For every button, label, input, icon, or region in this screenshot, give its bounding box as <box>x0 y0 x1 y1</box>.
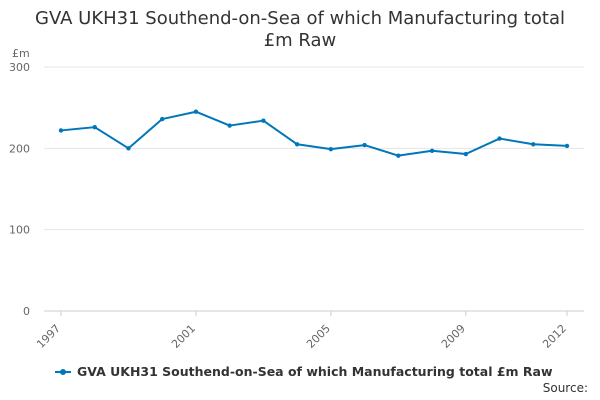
data-point-1999 <box>126 146 131 151</box>
data-point-2002 <box>227 123 232 128</box>
x-tick-label-2001: 2001 <box>169 322 198 351</box>
data-point-2001 <box>193 109 199 114</box>
series-line-0 <box>60 110 568 157</box>
y-axis-ticks: 0 100 200 300 <box>9 61 30 318</box>
chart-title: GVA UKH31 Southend-on-Sea of which Manuf… <box>0 8 600 52</box>
data-point-2007 <box>396 153 401 158</box>
y-tick-label-200: 200 <box>9 142 30 155</box>
y-tick-label-100: 100 <box>9 224 30 237</box>
data-point-2006 <box>362 142 367 148</box>
source-label: Source: <box>542 381 588 395</box>
legend-swatch <box>55 365 71 379</box>
y-tick-label-300: 300 <box>9 61 30 74</box>
data-point-2010 <box>497 136 502 141</box>
chart-title-line-1: GVA UKH31 Southend-on-Sea of which Manuf… <box>35 8 565 29</box>
x-tick-label-2005: 2005 <box>304 322 333 351</box>
data-point-2005 <box>328 146 334 152</box>
data-point-2008 <box>429 148 435 153</box>
x-axis-ticks: 1997 2001 2005 2009 2012 <box>34 311 569 351</box>
data-point-2000 <box>160 116 165 122</box>
data-point-2011 <box>531 142 536 147</box>
data-point-2012 <box>564 143 570 149</box>
data-point-2004 <box>294 142 300 147</box>
data-point-2009 <box>463 151 468 157</box>
data-point-2003 <box>261 118 266 123</box>
series-group <box>58 109 570 158</box>
x-tick-label-2012: 2012 <box>540 322 569 351</box>
x-tick-label-2009: 2009 <box>439 322 468 351</box>
data-point-1997 <box>58 128 64 133</box>
grid-lines <box>44 66 584 312</box>
y-tick-label-0: 0 <box>23 305 30 318</box>
x-tick-label-1997: 1997 <box>34 322 63 351</box>
y-axis-label: £m <box>12 47 30 60</box>
legend-label: GVA UKH31 Southend-on-Sea of which Manuf… <box>77 364 553 379</box>
legend[interactable]: GVA UKH31 Southend-on-Sea of which Manuf… <box>55 364 553 379</box>
data-point-1998 <box>92 124 97 130</box>
chart-title-line-2: £m Raw <box>263 30 337 51</box>
